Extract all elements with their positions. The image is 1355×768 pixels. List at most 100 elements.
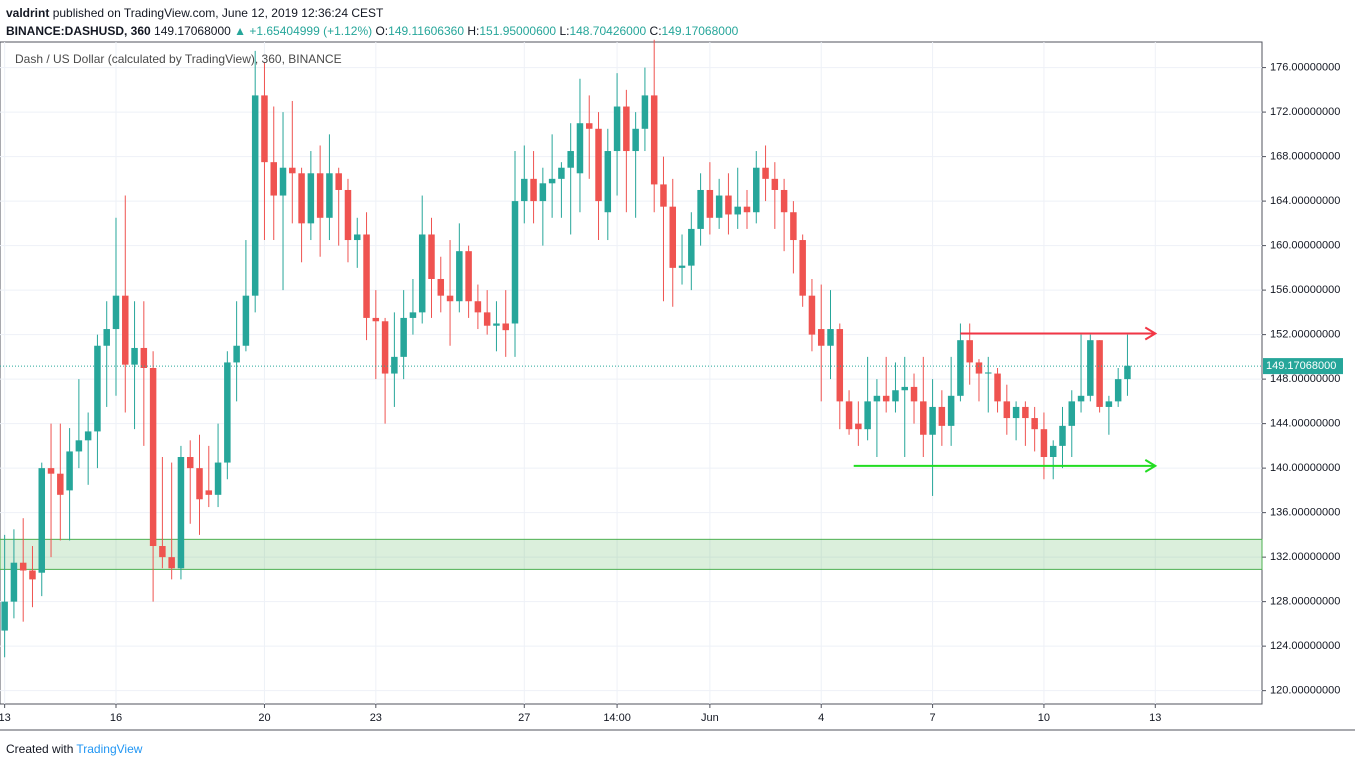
candle-body (224, 362, 231, 463)
candle-body (149, 367, 157, 547)
candle-body (855, 423, 862, 430)
candle-body (251, 95, 259, 296)
candle-body (1012, 406, 1020, 419)
y-tick-label: 124.00000000 (1270, 640, 1340, 652)
candle-body (1040, 429, 1048, 458)
candle-body (289, 167, 296, 174)
ohlc-label: L: (559, 24, 570, 38)
candle-body (929, 406, 936, 435)
candle-body (1031, 418, 1038, 430)
candle-body (381, 321, 389, 374)
chart-title: Dash / US Dollar (calculated by TradingV… (15, 52, 342, 66)
candle-body (957, 340, 964, 396)
candle-body (1114, 379, 1122, 402)
last-price-box (1263, 358, 1343, 375)
candle-body (483, 312, 491, 326)
candle-body (456, 251, 463, 302)
y-tick-label: 160.00000000 (1270, 240, 1340, 252)
candle-body (892, 390, 899, 402)
candle-body (725, 195, 732, 215)
candle-body (975, 362, 983, 374)
candle-body (650, 95, 658, 185)
candle-body (938, 406, 946, 426)
candle-body (493, 323, 500, 326)
y-tick-label: 120.00000000 (1270, 685, 1340, 697)
ohlc-value: 149.17068000 (661, 24, 739, 38)
arrow-head (1144, 326, 1158, 341)
x-tick-label: 7 (930, 712, 936, 724)
candle-body (678, 265, 686, 268)
x-tick-label: 20 (258, 712, 270, 724)
candle-body (994, 373, 1001, 402)
x-tick-label: 14:00 (603, 712, 631, 724)
candle-body (1068, 401, 1076, 426)
candle-body (539, 183, 547, 202)
candle-body (623, 106, 630, 152)
ohlc-value: 151.95000600 (479, 24, 557, 38)
y-tick-label: 148.00000000 (1270, 373, 1340, 385)
candle-body (326, 173, 333, 218)
candle-body (47, 468, 55, 474)
x-tick-label: 4 (818, 712, 824, 724)
published: published on TradingView.com, June 12, 2… (52, 6, 384, 20)
candle-body (697, 189, 704, 229)
candle-body (558, 167, 565, 179)
y-tick-label: 140.00000000 (1270, 462, 1340, 474)
ohlc-value: 149.11606360 (388, 24, 464, 38)
candle-body (214, 462, 222, 495)
candle-body (511, 201, 519, 324)
candle-body (613, 106, 621, 152)
candle-body (947, 395, 955, 426)
candle-body (391, 356, 398, 374)
header: valdrint published on TradingView.com, J… (6, 4, 738, 40)
candle-body (1, 601, 8, 631)
symbol: BINANCE:DASHUSD, 360 (6, 24, 151, 38)
y-tick-label: 136.00000000 (1270, 507, 1340, 519)
candle-body (734, 206, 741, 215)
candle-body (502, 323, 509, 331)
candle-body (372, 317, 380, 322)
candle-body (920, 401, 927, 435)
candle-body (428, 234, 435, 279)
candle-body (307, 173, 315, 224)
footer-text: Created with (6, 742, 74, 756)
pane (0, 41, 1263, 705)
support-zone (0, 538, 1263, 570)
candle-body (75, 440, 83, 452)
candle-body (19, 562, 27, 571)
chart: 120.00000000 124.00000000 128.00000000 132.… (0, 39, 1355, 731)
y-tick-label: 132.00000000 (1270, 551, 1340, 563)
y-tick-label: 164.00000000 (1270, 195, 1340, 207)
brand: TradingView (76, 742, 143, 756)
candle-body (688, 228, 695, 266)
candle-body (437, 278, 445, 296)
candle-body (864, 401, 871, 430)
candle-body (159, 546, 166, 558)
candle-body (715, 195, 723, 218)
candle-body (882, 395, 890, 402)
y-tick-label: 144.00000000 (1270, 418, 1340, 430)
x-tick-label: 13 (1149, 712, 1161, 724)
candle-body (409, 312, 417, 318)
x-tick-label: Jun (701, 712, 719, 724)
x-tick-label: 13 (0, 712, 11, 724)
candle-body (966, 340, 973, 363)
publish-line: valdrint published on TradingView.com, J… (6, 4, 738, 22)
author: valdrint (6, 6, 50, 20)
price: 149.17068000 (154, 24, 231, 38)
candle-body (985, 372, 992, 374)
candle-body (790, 212, 797, 241)
candle-body (446, 295, 454, 302)
candle-body (910, 386, 918, 402)
candle-body (94, 345, 101, 432)
candle-body (669, 206, 677, 268)
candle-body (567, 151, 574, 168)
candle-body (298, 173, 305, 224)
candle-body (38, 468, 46, 573)
ohlc-label: O: (375, 24, 389, 38)
x-tick-label: 27 (518, 712, 530, 724)
candle-body (474, 301, 482, 313)
candle-body (632, 128, 639, 152)
candle-body (29, 570, 36, 580)
